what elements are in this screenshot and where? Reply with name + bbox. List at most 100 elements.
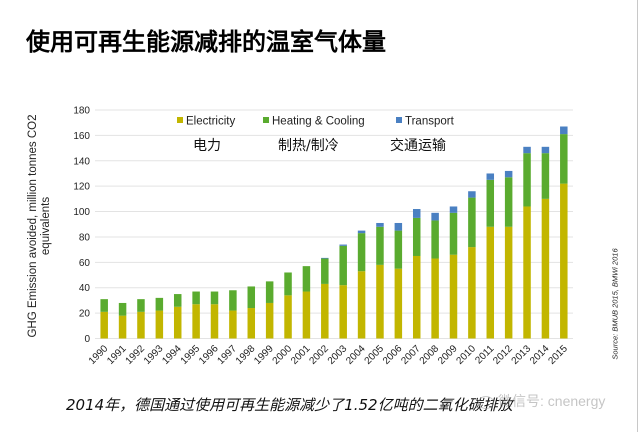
legend-cn-label: 交通运输 — [390, 137, 446, 154]
y-tick-label: 140 — [73, 156, 90, 167]
x-tick-label: 1991 — [105, 343, 129, 367]
bar-heating-cooling-1993 — [155, 297, 164, 311]
caption: 2014年，德国通过使用可再生能源减少了1.52亿吨的二氧化碳排放 — [66, 396, 513, 414]
bar-transport-2014 — [541, 146, 550, 154]
bar-electricity-1997 — [229, 310, 237, 339]
bar-heating-cooling-2005 — [376, 226, 384, 265]
bar-heating-cooling-1999 — [265, 281, 274, 303]
source-note: Source: BMUB 2015, BMWi 2016 — [610, 248, 620, 360]
bar-heating-cooling-2003 — [339, 245, 347, 286]
bar-heating-cooling-2011 — [486, 179, 495, 227]
y-tick-label: 60 — [79, 258, 91, 269]
legend-cn-label: 电力 — [193, 138, 221, 154]
bar-heating-cooling-1990 — [100, 299, 108, 312]
bar-heating-cooling-1997 — [229, 290, 237, 311]
bar-electricity-2001 — [302, 291, 311, 339]
legend-swatch-2 — [396, 117, 402, 123]
page-title: 使用可再生能源减排的温室气体量 — [26, 28, 386, 56]
bar-electricity-2007 — [412, 255, 421, 339]
x-tick-label: 2013 — [510, 343, 534, 367]
legend-swatch-1 — [263, 117, 269, 123]
bar-heating-cooling-2014 — [541, 153, 550, 199]
y-axis-label: GHG Emission avoided, million tonnes CO2… — [27, 114, 52, 338]
x-tick-label: 2014 — [528, 343, 552, 367]
x-tick-label: 1990 — [87, 343, 111, 367]
x-tick-label: 2000 — [271, 343, 295, 367]
bar-electricity-1990 — [100, 311, 108, 339]
bar-electricity-2012 — [504, 226, 513, 339]
legend-label: Transport — [405, 116, 455, 128]
watermark-text: 微信号: cnenergy — [498, 393, 606, 409]
bar-heating-cooling-2006 — [394, 230, 403, 269]
bar-electricity-2005 — [376, 264, 384, 339]
bar-heating-cooling-2009 — [449, 212, 458, 255]
bar-electricity-1992 — [137, 311, 145, 339]
bar-transport-2010 — [468, 191, 476, 198]
bar-transport-2005 — [376, 222, 384, 227]
legend-swatch-0 — [177, 117, 183, 123]
legend-label: Heating & Cooling — [272, 116, 365, 128]
bar-transport-2004 — [357, 230, 366, 234]
bar-transport-2008 — [431, 212, 439, 221]
wechat-icon — [478, 395, 494, 409]
x-tick-label: 2010 — [454, 343, 478, 367]
x-tick-label: 2015 — [546, 343, 570, 367]
bar-heating-cooling-2012 — [504, 177, 513, 227]
x-tick-label: 2005 — [363, 343, 387, 367]
bar-transport-2011 — [486, 173, 495, 180]
y-tick-label: 20 — [79, 309, 91, 320]
bar-electricity-1994 — [173, 306, 182, 339]
bar-heating-cooling-2004 — [357, 233, 366, 272]
bar-electricity-2014 — [541, 198, 550, 339]
x-tick-label: 1994 — [160, 343, 184, 367]
bar-electricity-1998 — [247, 308, 256, 339]
bar-heating-cooling-2008 — [431, 220, 439, 259]
x-tick-label: 2004 — [344, 343, 368, 367]
bar-heating-cooling-1992 — [137, 299, 145, 312]
bar-electricity-1999 — [265, 302, 274, 339]
bar-electricity-2006 — [394, 268, 403, 339]
bars — [100, 126, 568, 339]
x-tick-label: 2003 — [326, 343, 350, 367]
y-tick-label: 180 — [73, 106, 90, 117]
bar-electricity-2002 — [321, 283, 329, 339]
legend-cn-label: 制热/制冷 — [278, 138, 339, 154]
y-tick-label: 0 — [84, 334, 90, 345]
watermark: 微信号: cnenergy — [478, 391, 605, 411]
x-tick-label: 2012 — [491, 343, 515, 367]
bar-electricity-2009 — [449, 254, 458, 339]
x-tick-label: 2008 — [418, 343, 442, 367]
x-tick-labels: 1990199119921993199419951996199719981999… — [87, 343, 570, 367]
bar-transport-2006 — [394, 222, 403, 231]
bar-heating-cooling-1995 — [192, 291, 200, 305]
bar-electricity-2000 — [284, 295, 292, 339]
bar-transport-2015 — [560, 126, 568, 135]
y-tick-label: 120 — [73, 182, 90, 193]
bar-transport-2013 — [523, 146, 531, 154]
bar-electricity-2004 — [357, 271, 366, 339]
y-tick-label: 80 — [79, 232, 91, 243]
bar-transport-2009 — [449, 206, 458, 213]
bar-electricity-1995 — [192, 304, 200, 339]
bar-heating-cooling-1996 — [210, 291, 219, 305]
bar-electricity-1996 — [210, 304, 219, 339]
legend: Electricity 电力 Heating & Cooling 制热/制冷 Trans… — [177, 116, 455, 154]
slide-right-border — [637, 0, 638, 432]
bar-heating-cooling-2001 — [302, 266, 311, 292]
y-tick-labels: 0 20 40 60 80 100 120 140 160 180 — [73, 106, 90, 346]
bar-heating-cooling-2007 — [412, 217, 421, 256]
bar-electricity-1993 — [155, 310, 164, 339]
x-tick-label: 2009 — [436, 343, 460, 367]
x-tick-label: 2006 — [381, 343, 405, 367]
bar-heating-cooling-2010 — [468, 197, 476, 248]
bar-electricity-2008 — [431, 258, 439, 339]
bar-heating-cooling-1991 — [118, 302, 127, 316]
bar-heating-cooling-1998 — [247, 286, 256, 309]
x-tick-label: 2001 — [289, 343, 313, 367]
legend-label: Electricity — [186, 116, 235, 128]
x-tick-label: 2002 — [307, 343, 331, 367]
x-tick-label: 1998 — [234, 343, 258, 367]
bar-heating-cooling-2002 — [321, 258, 329, 284]
bar-electricity-2003 — [339, 285, 347, 339]
